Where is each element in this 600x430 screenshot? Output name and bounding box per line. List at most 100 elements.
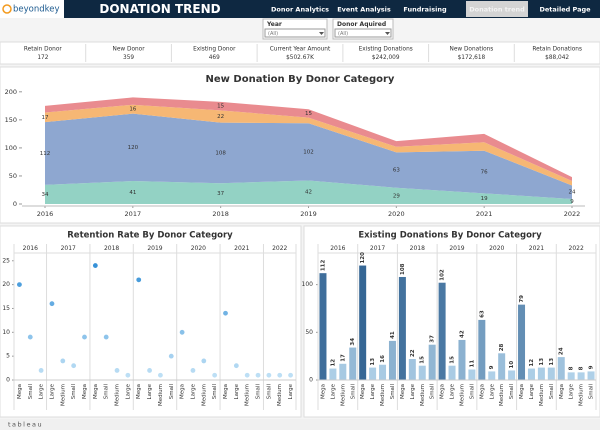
bar — [398, 276, 406, 380]
kpi-label: Existing Donations — [359, 47, 413, 53]
dot — [103, 334, 109, 340]
dot — [27, 334, 33, 340]
data-label: 10 — [509, 361, 515, 369]
kpi-value: $242,009 — [372, 55, 400, 61]
category-label: Small — [212, 384, 218, 400]
category-label: Small — [430, 384, 436, 400]
filter-select[interactable] — [334, 28, 392, 38]
dot — [244, 372, 250, 378]
y-tick-label: 0 — [309, 377, 313, 384]
data-label: 102 — [303, 149, 314, 155]
y-tick-label: 100 — [302, 281, 314, 288]
y-tick-label: 0 — [6, 377, 10, 384]
nav-active-bg — [466, 1, 528, 17]
category-label: Mega — [559, 384, 565, 399]
data-label: 24 — [559, 347, 565, 355]
category-label: Medium — [158, 384, 164, 406]
dot — [201, 358, 207, 364]
category-label: Small — [71, 384, 77, 400]
filter-value: (All) — [338, 31, 348, 37]
data-label: 29 — [393, 193, 400, 199]
dot — [288, 372, 293, 378]
group-label: 2017 — [370, 245, 385, 252]
bar — [527, 368, 535, 380]
data-label: 37 — [430, 335, 436, 343]
kpi-value: $172,618 — [458, 55, 486, 61]
dot — [277, 372, 283, 378]
kpi-value: 469 — [209, 55, 220, 61]
bar — [359, 265, 367, 380]
category-label: Small — [509, 384, 515, 400]
nav-item[interactable]: Fundraising — [403, 6, 447, 14]
bar — [458, 339, 466, 380]
category-label: Small — [549, 384, 555, 400]
category-label: Mega — [223, 384, 229, 399]
group-label: 2022 — [569, 245, 584, 252]
category-label: Large — [370, 383, 376, 399]
kpi-label: New Donations — [449, 47, 493, 53]
category-label: Medium — [579, 384, 585, 406]
category-label: Large — [147, 383, 153, 399]
data-label: 41 — [129, 190, 136, 196]
panel — [303, 225, 600, 418]
bar — [349, 347, 357, 380]
group-label: 2021 — [529, 245, 544, 252]
category-label: Small — [390, 384, 396, 400]
data-label: 37 — [217, 191, 224, 197]
data-label: 8 — [569, 366, 575, 370]
filter-select[interactable] — [264, 28, 326, 38]
category-label: Small — [469, 384, 475, 400]
category-label: Large — [125, 383, 131, 399]
kpi-label: Retain Donations — [532, 47, 582, 53]
kpi-label: Retain Donor — [24, 47, 63, 53]
bar — [478, 319, 486, 380]
x-tick-label: 2022 — [564, 210, 581, 218]
data-label: 24 — [569, 190, 576, 196]
dot — [158, 372, 163, 378]
category-label: Mega — [360, 384, 366, 399]
category-label: Large — [569, 383, 575, 399]
dot — [212, 372, 218, 378]
x-tick-label: 2016 — [37, 210, 54, 218]
category-label: Small — [266, 384, 272, 400]
data-label: 108 — [215, 150, 226, 156]
filter-label: Year — [266, 21, 282, 28]
category-label: Mega — [440, 384, 446, 399]
bar — [587, 371, 595, 380]
y-tick-label: 5 — [6, 353, 10, 360]
bar — [408, 359, 416, 380]
dot — [38, 368, 44, 373]
nav-item[interactable]: Event Analysis — [337, 6, 391, 14]
nav-item[interactable]: Detailed Page — [539, 6, 591, 14]
x-tick-label: 2017 — [125, 210, 142, 218]
dot — [136, 277, 142, 283]
group-label: 2020 — [191, 245, 206, 252]
page-title: DONATION TREND — [99, 2, 220, 16]
data-label: 15 — [450, 356, 456, 364]
panel — [0, 225, 302, 418]
bar — [369, 367, 377, 380]
bar — [339, 363, 347, 380]
category-label: Medium — [459, 384, 465, 406]
y-tick-label: 10 — [2, 329, 10, 336]
category-label: Large — [39, 383, 45, 399]
category-label: Mega — [136, 384, 142, 399]
data-label: 79 — [519, 295, 525, 303]
nav-item[interactable]: Donor Analytics — [271, 6, 329, 14]
nav-item[interactable]: Donation trend — [469, 6, 525, 14]
category-label: Medium — [201, 384, 207, 406]
data-label: 12 — [330, 359, 336, 367]
y-tick-label: 15 — [2, 305, 10, 312]
group-label: 2017 — [61, 245, 76, 252]
data-label: 41 — [390, 331, 396, 339]
group-label: 2019 — [147, 245, 162, 252]
y-tick-label: 100 — [5, 144, 17, 152]
dropdown-arrow — [385, 32, 390, 35]
kpi-value: 359 — [123, 55, 134, 61]
category-label: Medium — [245, 384, 251, 406]
category-label: Mega — [93, 384, 99, 399]
data-label: 15 — [305, 111, 312, 117]
data-label: 19 — [481, 196, 488, 202]
category-label: Small — [169, 384, 175, 400]
